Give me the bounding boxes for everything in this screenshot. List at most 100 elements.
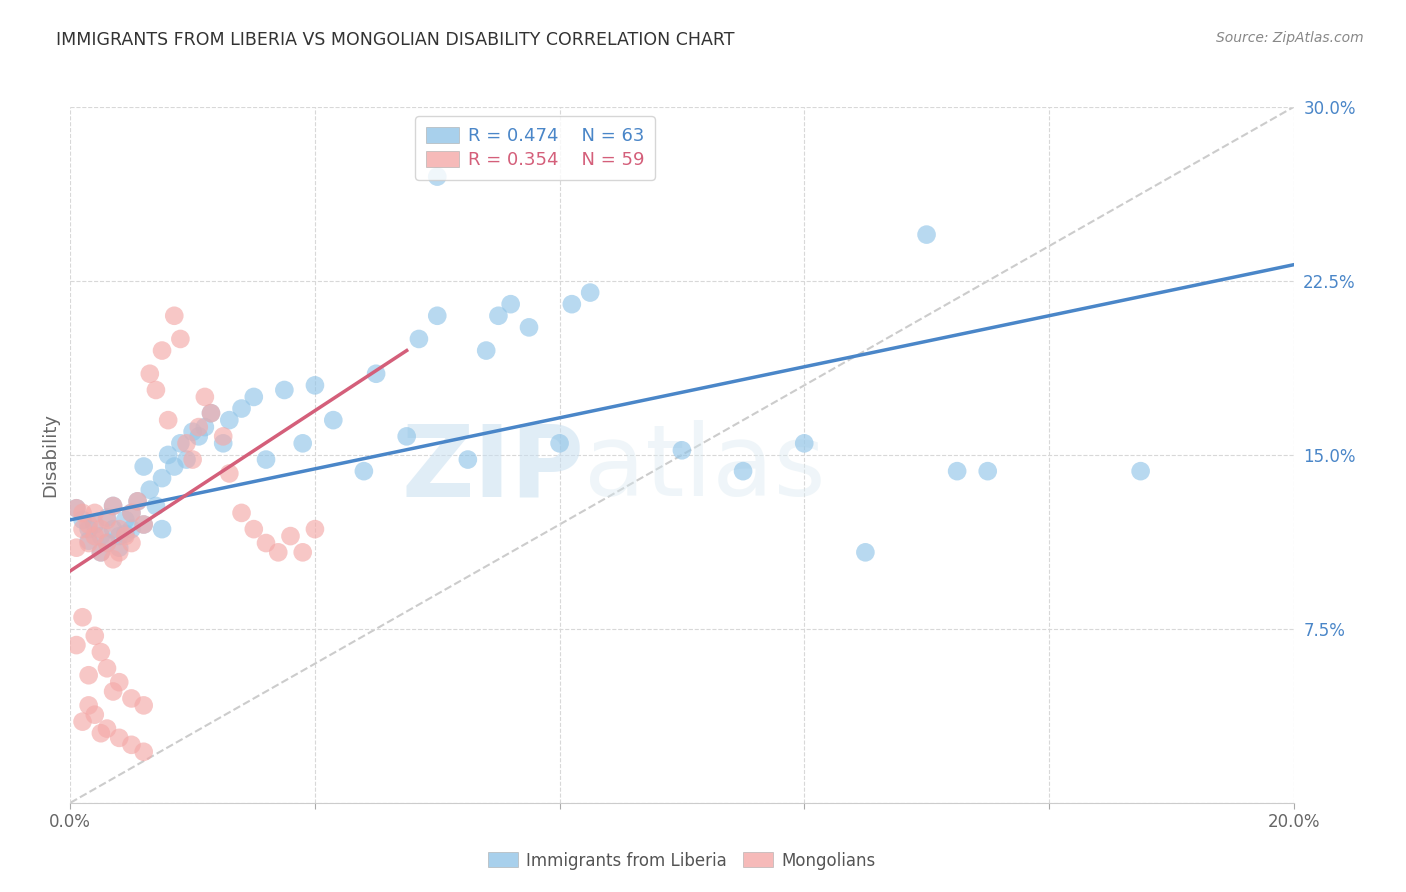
Point (65, 501, 87, 516)
Point (121, 738, 143, 752)
Point (132, 459, 155, 474)
Point (77, 522, 100, 536)
Point (243, 390, 266, 404)
Point (304, 378, 326, 392)
Point (65, 501, 87, 516)
Text: Source: ZipAtlas.com: Source: ZipAtlas.com (1216, 31, 1364, 45)
Point (83, 517, 105, 532)
Point (976, 464, 998, 478)
Point (101, 684, 124, 698)
Point (132, 517, 155, 532)
Point (96, 722, 118, 736)
Point (218, 467, 240, 481)
Point (194, 420, 217, 434)
Point (96, 513, 118, 527)
Point (187, 420, 209, 434)
Point (65, 541, 87, 555)
Point (267, 545, 290, 559)
Point (163, 309, 186, 323)
Point (157, 413, 180, 427)
Point (291, 545, 314, 559)
Point (90, 545, 112, 559)
Point (96, 536, 118, 550)
Point (200, 406, 222, 420)
Point (83, 629, 105, 643)
Point (176, 436, 198, 450)
Point (517, 320, 540, 334)
Point (243, 522, 266, 536)
Text: atlas: atlas (583, 420, 825, 517)
Point (96, 510, 118, 524)
Text: ZIP: ZIP (401, 420, 583, 517)
Point (90, 545, 112, 559)
Point (127, 494, 149, 508)
Point (72, 513, 94, 527)
Point (108, 675, 131, 690)
Point (200, 406, 222, 420)
Point (83, 529, 105, 543)
Point (145, 383, 167, 397)
Point (72, 714, 94, 729)
Point (561, 297, 583, 311)
Point (366, 367, 388, 381)
Point (72, 506, 94, 520)
Point (108, 541, 131, 555)
Point (855, 545, 877, 559)
Point (114, 529, 136, 543)
Point (793, 436, 815, 450)
Point (915, 227, 938, 242)
Point (121, 691, 143, 706)
Point (273, 383, 295, 397)
Point (101, 499, 124, 513)
Point (304, 522, 326, 536)
Point (139, 367, 162, 381)
Point (90, 645, 112, 659)
Point (83, 707, 105, 722)
Point (121, 506, 143, 520)
Point (108, 545, 131, 559)
Point (101, 499, 124, 513)
Point (65, 638, 87, 652)
Point (90, 726, 112, 740)
Point (139, 483, 162, 497)
Point (946, 464, 969, 478)
Point (150, 522, 173, 536)
Point (187, 429, 209, 443)
Point (114, 526, 136, 541)
Point (231, 506, 253, 520)
Point (212, 429, 235, 443)
Point (114, 513, 136, 527)
Point (280, 529, 302, 543)
Point (169, 332, 191, 346)
Point (254, 452, 277, 467)
Point (108, 529, 131, 543)
Legend: Immigrants from Liberia, Mongolians: Immigrants from Liberia, Mongolians (479, 843, 884, 878)
Point (548, 436, 571, 450)
Point (96, 661, 118, 675)
Point (72, 522, 94, 536)
Point (169, 436, 191, 450)
Point (218, 413, 240, 427)
Point (77, 536, 100, 550)
Point (121, 536, 143, 550)
Point (72, 610, 94, 624)
Point (163, 459, 186, 474)
Point (181, 452, 204, 467)
Point (353, 464, 375, 478)
Point (108, 522, 131, 536)
Point (77, 698, 100, 713)
Point (108, 731, 131, 745)
Point (671, 443, 693, 458)
Point (132, 698, 155, 713)
Point (733, 464, 755, 478)
Point (176, 452, 198, 467)
Point (121, 522, 143, 536)
Point (181, 425, 204, 439)
Point (231, 401, 253, 416)
Y-axis label: Disability: Disability (41, 413, 59, 497)
Point (426, 169, 449, 184)
Point (127, 494, 149, 508)
Point (145, 499, 167, 513)
Point (132, 517, 155, 532)
Point (77, 517, 100, 532)
